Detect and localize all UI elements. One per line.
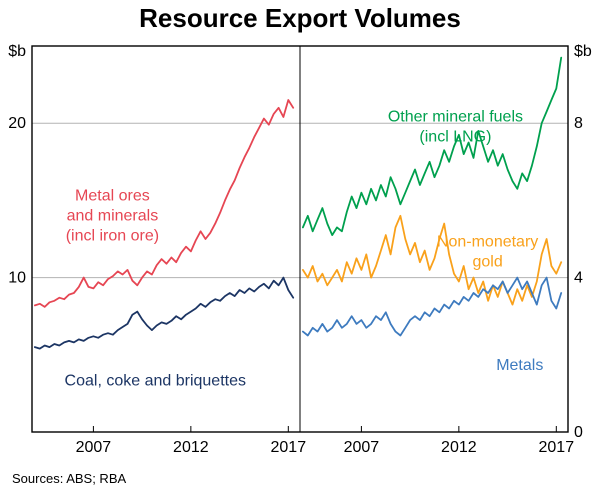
axis-unit-label: $b bbox=[8, 43, 26, 60]
series-line bbox=[302, 214, 563, 306]
series-line bbox=[34, 99, 295, 308]
series-label: Metal ores and minerals (incl iron ore) bbox=[66, 187, 159, 244]
axis-unit-label: $b bbox=[574, 43, 592, 60]
series-label: Metals bbox=[496, 357, 543, 374]
series-label: Non-monetary gold bbox=[437, 234, 538, 271]
x-axis-tick-label: 2012 bbox=[173, 439, 209, 456]
y-axis-tick-label: 10 bbox=[8, 270, 26, 287]
chart-title: Resource Export Volumes bbox=[139, 3, 461, 33]
y-axis-tick-label: 4 bbox=[574, 270, 583, 287]
x-axis-tick-label: 2012 bbox=[441, 439, 477, 456]
y-axis-tick-label: 0 bbox=[574, 424, 583, 441]
series-line bbox=[302, 276, 563, 337]
series-label: Other mineral fuels (incl LNG) bbox=[388, 108, 523, 145]
sources-note: Sources: ABS; RBA bbox=[12, 471, 127, 486]
series-label: Coal, coke and briquettes bbox=[65, 373, 246, 390]
y-axis-tick-label: 8 bbox=[574, 115, 583, 132]
x-axis-tick-label: 2007 bbox=[344, 439, 380, 456]
y-axis-tick-label: 20 bbox=[8, 115, 26, 132]
chart-canvas: 2007 2012 2017 10 20 $b Metal ores and minerals… bbox=[8, 43, 592, 456]
x-axis-tick-label: 2017 bbox=[271, 439, 307, 456]
series-line bbox=[302, 56, 563, 236]
x-axis-tick-label: 2017 bbox=[539, 439, 575, 456]
series-line bbox=[34, 276, 295, 350]
x-axis-tick-label: 2007 bbox=[76, 439, 112, 456]
